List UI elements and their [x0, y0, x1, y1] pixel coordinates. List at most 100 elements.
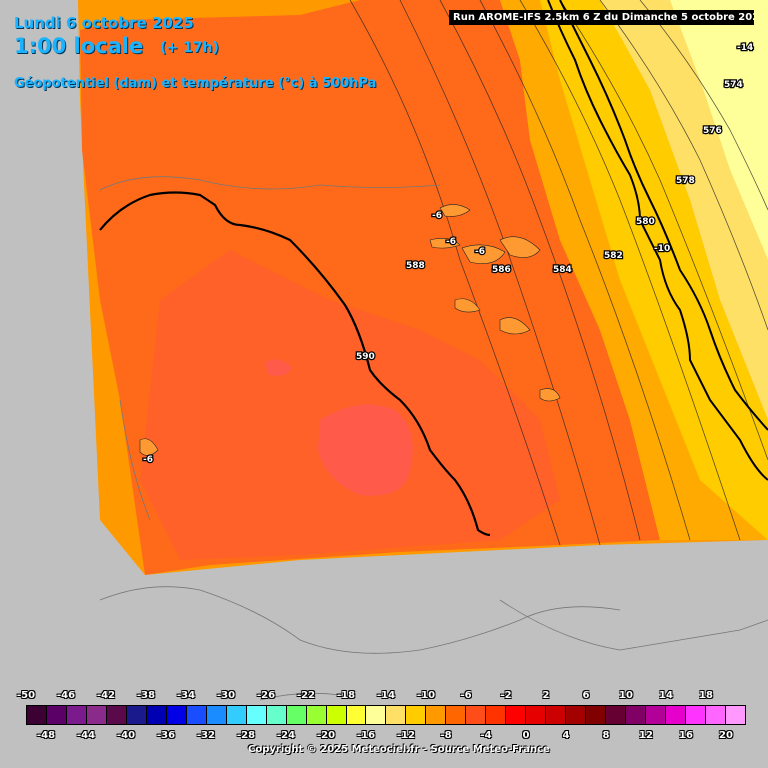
zone-pale-yellow	[670, 0, 768, 260]
zone-warm-patch	[318, 404, 413, 496]
copyright-notice: Copyright © 2025 Meteociel.fr - Source M…	[248, 744, 550, 755]
forecast-lead-time: (+ 17h)	[160, 40, 219, 56]
legend-swatch	[526, 706, 547, 724]
legend-swatch	[566, 706, 587, 724]
zone-red-orange	[140, 250, 560, 560]
label-geo-588: 588	[406, 261, 425, 271]
legend-tick-bottom: -24	[276, 730, 296, 741]
label-temp-m10: -10	[654, 244, 670, 254]
legend-swatch	[366, 706, 387, 724]
forecast-parameter: Géopotentiel (dam) et température (°c) à…	[14, 76, 377, 91]
zone-yellow-orange	[540, 0, 768, 540]
legend-tick-top: -38	[136, 690, 156, 701]
legend-tick-bottom: -44	[76, 730, 96, 741]
legend-tick-bottom: -16	[356, 730, 376, 741]
legend-tick-top: -18	[336, 690, 356, 701]
isoline-590	[99, 191, 491, 537]
legend-swatch	[126, 706, 147, 724]
forecast-date: Lundi 6 octobre 2025	[14, 14, 194, 32]
legend-swatch	[306, 706, 327, 724]
legend-tick-bottom: 16	[679, 730, 693, 741]
label-geo-590: 590	[356, 352, 375, 362]
legend-swatch	[406, 706, 427, 724]
legend-swatch	[226, 706, 247, 724]
legend-tick-top: -50	[16, 690, 36, 701]
legend-tick-bottom: -28	[236, 730, 256, 741]
legend-swatch	[626, 706, 647, 724]
label-temp-m6-b: -6	[446, 237, 456, 247]
legend-tick-bottom: -32	[196, 730, 216, 741]
legend-tick-top: -42	[96, 690, 116, 701]
legend-tick-bottom: -20	[316, 730, 336, 741]
legend-swatch	[506, 706, 527, 724]
legend-swatch	[486, 706, 507, 724]
legend-tick-top: -26	[256, 690, 276, 701]
label-geo-578: 578	[676, 176, 695, 186]
legend-tick-bottom: -40	[116, 730, 136, 741]
legend-swatch	[586, 706, 607, 724]
legend-swatch	[186, 706, 207, 724]
legend-tick-bottom: 0	[522, 730, 530, 741]
legend-tick-top: 2	[542, 690, 550, 701]
forecast-time: 1:00 locale	[14, 34, 144, 58]
legend-tick-top: -22	[296, 690, 316, 701]
temperature-contours	[139, 204, 561, 456]
label-temp-m6-d: -6	[143, 455, 153, 465]
legend-swatch	[666, 706, 686, 724]
legend-tick-bottom: 12	[639, 730, 653, 741]
legend-tick-bottom: 20	[719, 730, 733, 741]
legend-swatch	[685, 706, 706, 724]
label-geo-586: 586	[492, 265, 511, 275]
legend-swatch	[546, 706, 567, 724]
legend-swatch	[206, 706, 227, 724]
zone-yellow	[600, 0, 768, 420]
legend-swatch	[606, 706, 627, 724]
legend-swatch	[166, 706, 187, 724]
legend-swatch	[146, 706, 167, 724]
legend-swatch	[326, 706, 347, 724]
legend-tick-top: -2	[500, 690, 512, 701]
coastline-east	[547, 0, 768, 481]
label-geo-580: 580	[636, 217, 655, 227]
legend-swatch	[705, 706, 726, 724]
label-geo-582: 582	[604, 251, 623, 261]
coastline-east-2	[559, 0, 768, 431]
legend-tick-top: 6	[582, 690, 590, 701]
legend-tick-bottom: -4	[480, 730, 492, 741]
legend-tick-top: 18	[699, 690, 713, 701]
legend-tick-top: -46	[56, 690, 76, 701]
legend-tick-top: 14	[659, 690, 673, 701]
legend-tick-bottom: 4	[562, 730, 570, 741]
label-temp-m6-a: -6	[432, 211, 442, 221]
legend-swatch	[86, 706, 107, 724]
legend-swatch	[725, 706, 745, 724]
legend-tick-bottom: -36	[156, 730, 176, 741]
label-geo-584: 584	[553, 265, 572, 275]
legend-tick-top: -14	[376, 690, 396, 701]
legend-tick-bottom: 8	[602, 730, 610, 741]
legend-tick-top: -6	[460, 690, 472, 701]
legend-tick-top: -34	[176, 690, 196, 701]
zone-warm-patch-small	[265, 359, 292, 376]
legend-tick-top: -10	[416, 690, 436, 701]
legend-swatch	[386, 706, 407, 724]
legend-swatch	[27, 706, 47, 724]
label-temp-m14: -14	[737, 43, 753, 53]
run-info-banner: Run AROME-IFS 2.5km 6 Z du Dimanche 5 oc…	[449, 10, 754, 25]
legend-swatch	[646, 706, 666, 724]
legend-swatch	[106, 706, 127, 724]
legend-swatch	[346, 706, 367, 724]
country-borders	[99, 176, 768, 701]
legend-swatch	[246, 706, 267, 724]
color-legend	[26, 705, 746, 725]
legend-swatch	[66, 706, 87, 724]
label-geo-574: 574	[724, 80, 743, 90]
legend-tick-bottom: -8	[440, 730, 452, 741]
label-geo-576: 576	[703, 126, 722, 136]
legend-tick-top: -30	[216, 690, 236, 701]
legend-tick-top: 10	[619, 690, 633, 701]
legend-swatch	[46, 706, 67, 724]
legend-tick-bottom: -12	[396, 730, 416, 741]
